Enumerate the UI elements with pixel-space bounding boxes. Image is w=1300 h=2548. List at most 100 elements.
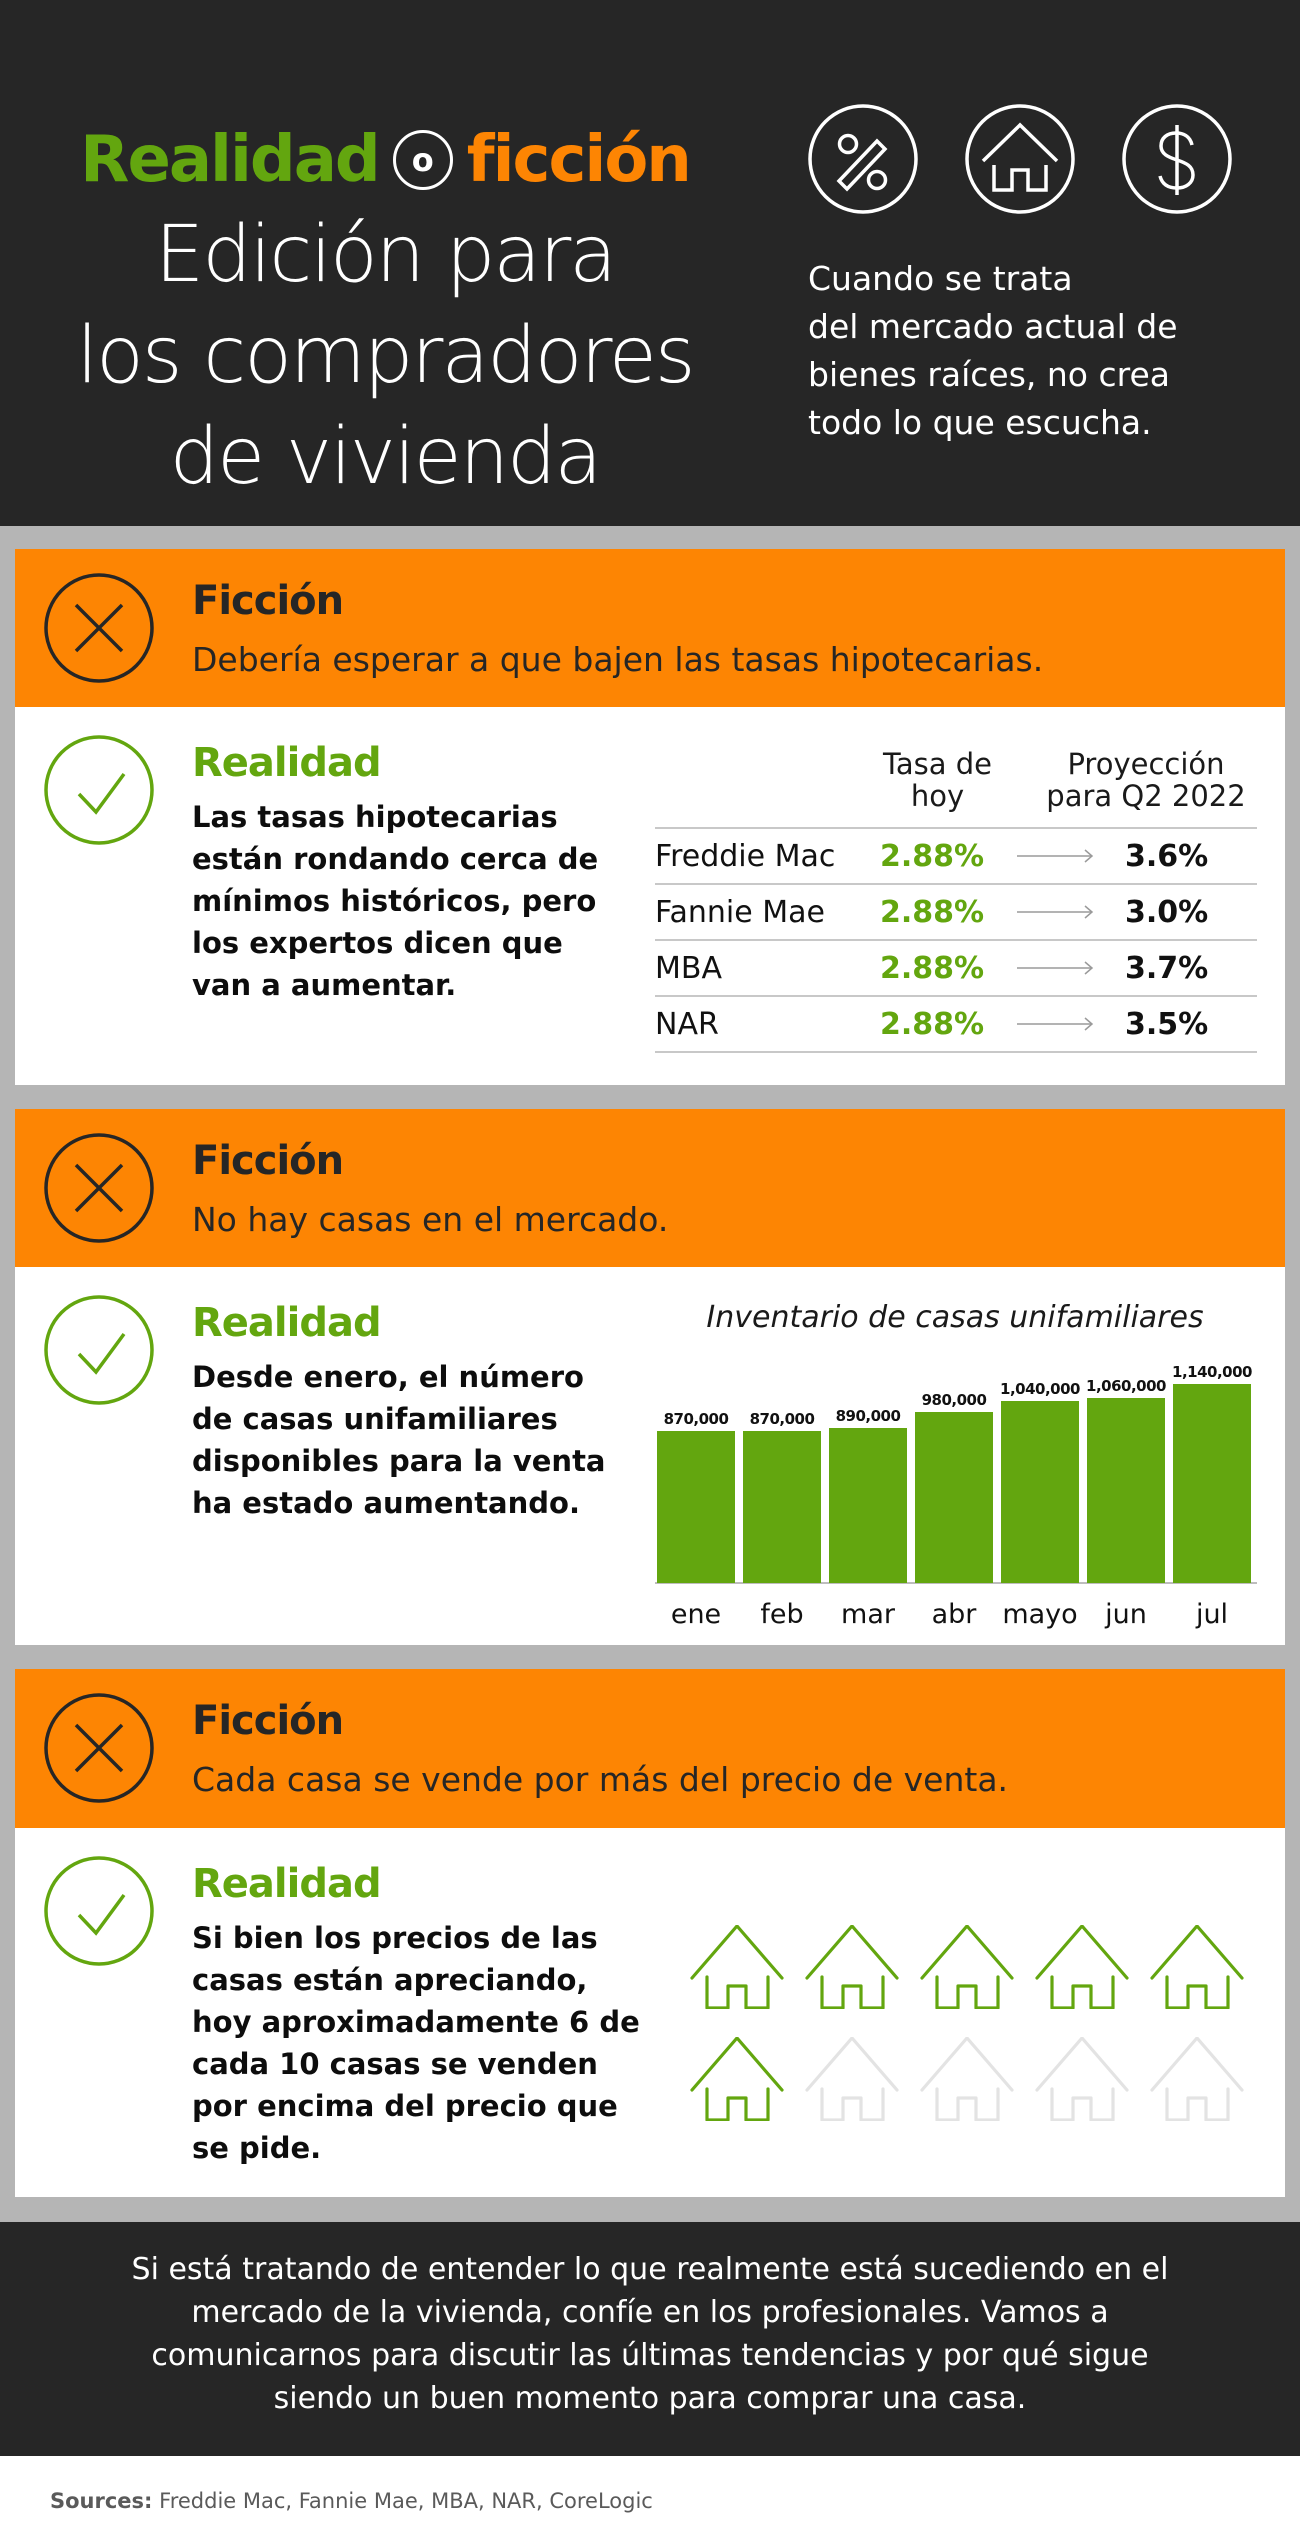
chart-title: Inventario de casas unifamiliares xyxy=(706,1300,1204,1335)
table-header: Tasa de hoy Proyección para Q2 2022 xyxy=(655,748,1257,829)
arrow-right-icon xyxy=(995,1016,1115,1032)
row-source: MBA xyxy=(655,950,722,986)
bar-value-label: 1,060,000 xyxy=(1086,1377,1166,1395)
table-row: Fannie Mae 2.88% 3.0% xyxy=(655,885,1257,941)
fiction-label: Ficción xyxy=(192,1138,344,1184)
rate-table: Tasa de hoy Proyección para Q2 2022 Fred… xyxy=(655,748,1257,1053)
row-projection: 3.0% xyxy=(1125,894,1209,930)
row-source: Fannie Mae xyxy=(655,894,825,930)
bar-value-label: 1,040,000 xyxy=(1000,1380,1080,1398)
headline-reality: Realidad xyxy=(80,123,381,197)
house-icon-inactive xyxy=(1035,2036,1129,2122)
table-row: MBA 2.88% 3.7% xyxy=(655,941,1257,997)
subtitle: Edición para los compradores de vivienda xyxy=(40,205,730,508)
header-projection: Proyección para Q2 2022 xyxy=(1046,747,1246,813)
tagline-line: todo lo que escucha. xyxy=(808,403,1152,442)
row-source: NAR xyxy=(655,1006,719,1042)
row-today-rate: 2.88% xyxy=(880,838,985,874)
row-projection: 3.7% xyxy=(1125,950,1209,986)
row-today-rate: 2.88% xyxy=(880,1006,985,1042)
house-icon-highlighted xyxy=(1150,1924,1244,2010)
house-icon-inactive xyxy=(1150,2036,1244,2122)
row-today-rate: 2.88% xyxy=(880,950,985,986)
fiction-band-3 xyxy=(15,1669,1285,1828)
chart-bar xyxy=(1087,1398,1165,1583)
bar-value-label: 890,000 xyxy=(835,1407,901,1425)
house-icon-inactive xyxy=(920,2036,1014,2122)
reality-label: Realidad xyxy=(192,1300,382,1346)
table-row: NAR 2.88% 3.5% xyxy=(655,997,1257,1053)
reality-text: Desde enero, el número de casas unifamil… xyxy=(192,1360,606,1520)
bar-value-label: 980,000 xyxy=(921,1391,987,1409)
house-icon-highlighted xyxy=(690,2036,784,2122)
reality-box-3 xyxy=(15,1828,1285,2197)
bar-value-label: 870,000 xyxy=(663,1410,729,1428)
chart-bar xyxy=(1173,1384,1251,1583)
header-source xyxy=(655,748,880,827)
subtitle-line: los compradores xyxy=(76,311,695,401)
chart-bar xyxy=(829,1428,907,1583)
sources-label: Sources: xyxy=(50,2489,153,2513)
house-icon xyxy=(965,104,1075,214)
chart-bar xyxy=(743,1431,821,1583)
table-row: Freddie Mac 2.88% 3.6% xyxy=(655,829,1257,885)
bar-value-label: 1,140,000 xyxy=(1172,1363,1252,1381)
inventory-bar-chart: 870,000 ene 870,000 feb 890,000 mar 980,000 abr… xyxy=(655,1363,1257,1630)
house-icon-highlighted xyxy=(1035,1924,1129,2010)
check-circle-icon xyxy=(44,1856,154,1966)
arrow-right-icon xyxy=(995,904,1115,920)
bar-value-label: 870,000 xyxy=(749,1410,815,1428)
footer-message: Si está tratando de entender lo que real… xyxy=(131,2252,1169,2416)
reality-text: Las tasas hipotecarias están rondando ce… xyxy=(192,800,599,1002)
house-icon-highlighted xyxy=(920,1924,1014,2010)
house-icon-highlighted xyxy=(805,1924,899,2010)
headline-connector-circle: o xyxy=(392,130,453,190)
header-today-rate: Tasa de hoy xyxy=(882,747,993,813)
dollar-icon xyxy=(1122,104,1232,214)
fiction-label: Ficción xyxy=(192,578,344,624)
house-icon-inactive xyxy=(805,2036,899,2122)
percent-icon xyxy=(808,104,918,214)
bar-category-label: abr xyxy=(931,1599,977,1630)
footer-banner xyxy=(0,2222,1300,2456)
reality-label: Realidad xyxy=(192,740,382,786)
sources-line: Sources: Freddie Mac, Fannie Mae, MBA, N… xyxy=(50,2489,653,2513)
fiction-text: Debería esperar a que bajen las tasas hi… xyxy=(192,640,1044,679)
headline: Realidad o ficción xyxy=(60,110,710,210)
check-circle-icon xyxy=(44,1295,154,1405)
check-circle-icon xyxy=(44,735,154,845)
fiction-band-1 xyxy=(15,549,1285,707)
bar-category-label: feb xyxy=(760,1599,804,1630)
arrow-right-icon xyxy=(995,848,1115,864)
sources-list: Freddie Mac, Fannie Mae, MBA, NAR, CoreL… xyxy=(159,2489,653,2513)
row-today-rate: 2.88% xyxy=(880,894,985,930)
bar-category-label: jul xyxy=(1195,1599,1229,1630)
tagline-line: Cuando se trata xyxy=(808,259,1073,298)
bar-category-label: mar xyxy=(841,1599,895,1630)
house-icon-highlighted xyxy=(690,1924,784,2010)
row-source: Freddie Mac xyxy=(655,838,836,874)
x-circle-icon xyxy=(44,1133,154,1243)
fiction-text: No hay casas en el mercado. xyxy=(192,1200,669,1239)
x-circle-icon xyxy=(44,573,154,683)
subtitle-line: Edición para xyxy=(154,210,617,300)
row-projection: 3.6% xyxy=(1125,838,1209,874)
reality-label: Realidad xyxy=(192,1861,382,1907)
arrow-right-icon xyxy=(995,960,1115,976)
fiction-text: Cada casa se vende por más del precio de… xyxy=(192,1760,1009,1799)
fiction-band-2 xyxy=(15,1109,1285,1267)
reality-text: Si bien los precios de las casas están a… xyxy=(192,1921,640,2165)
chart-bar xyxy=(915,1412,993,1583)
row-projection: 3.5% xyxy=(1125,1006,1209,1042)
tagline-line: del mercado actual de xyxy=(808,307,1178,346)
chart-bar xyxy=(1001,1401,1079,1583)
bar-category-label: jun xyxy=(1105,1599,1147,1630)
x-circle-icon xyxy=(44,1693,154,1803)
tagline-line: bienes raíces, no crea xyxy=(808,355,1171,394)
chart-x-axis xyxy=(655,1582,1257,1584)
header-banner xyxy=(0,0,1300,526)
subtitle-line: de vivienda xyxy=(169,412,603,502)
tagline: Cuando se trata del mercado actual de bi… xyxy=(808,255,1268,447)
reality-box-1 xyxy=(15,707,1285,1085)
fiction-label: Ficción xyxy=(192,1698,344,1744)
